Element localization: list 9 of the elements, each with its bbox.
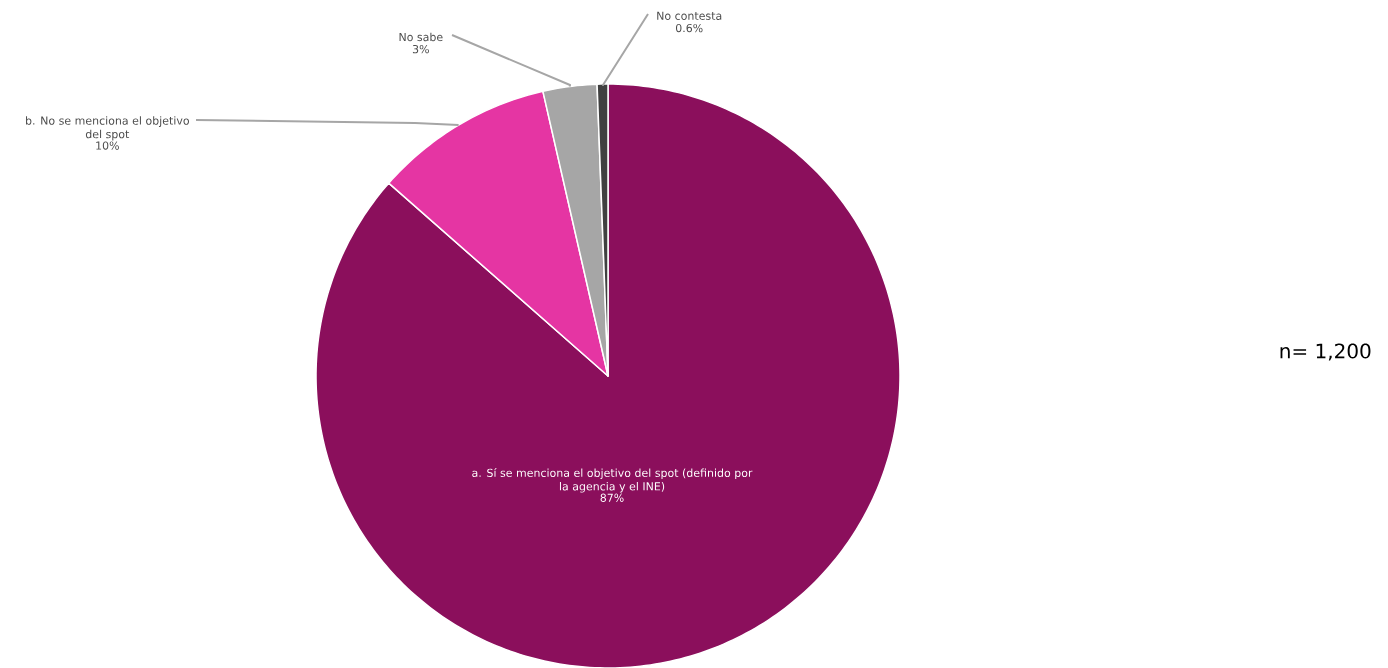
slice-label: b. No se menciona el objetivo del spot: [26, 116, 189, 141]
data-label: 0.6%: [675, 23, 703, 33]
data-label: 3%: [412, 44, 429, 54]
slice-label: No sabe: [399, 32, 443, 42]
text: n= 1,200: [1280, 343, 1371, 361]
slice-label: No contesta: [657, 11, 722, 20]
data-label: 10%: [96, 141, 119, 150]
data-label: 87%: [600, 493, 624, 502]
slice-label: a. Sí se menciona el objetivo del spot (definido por la agencia y el INE): [472, 468, 753, 493]
